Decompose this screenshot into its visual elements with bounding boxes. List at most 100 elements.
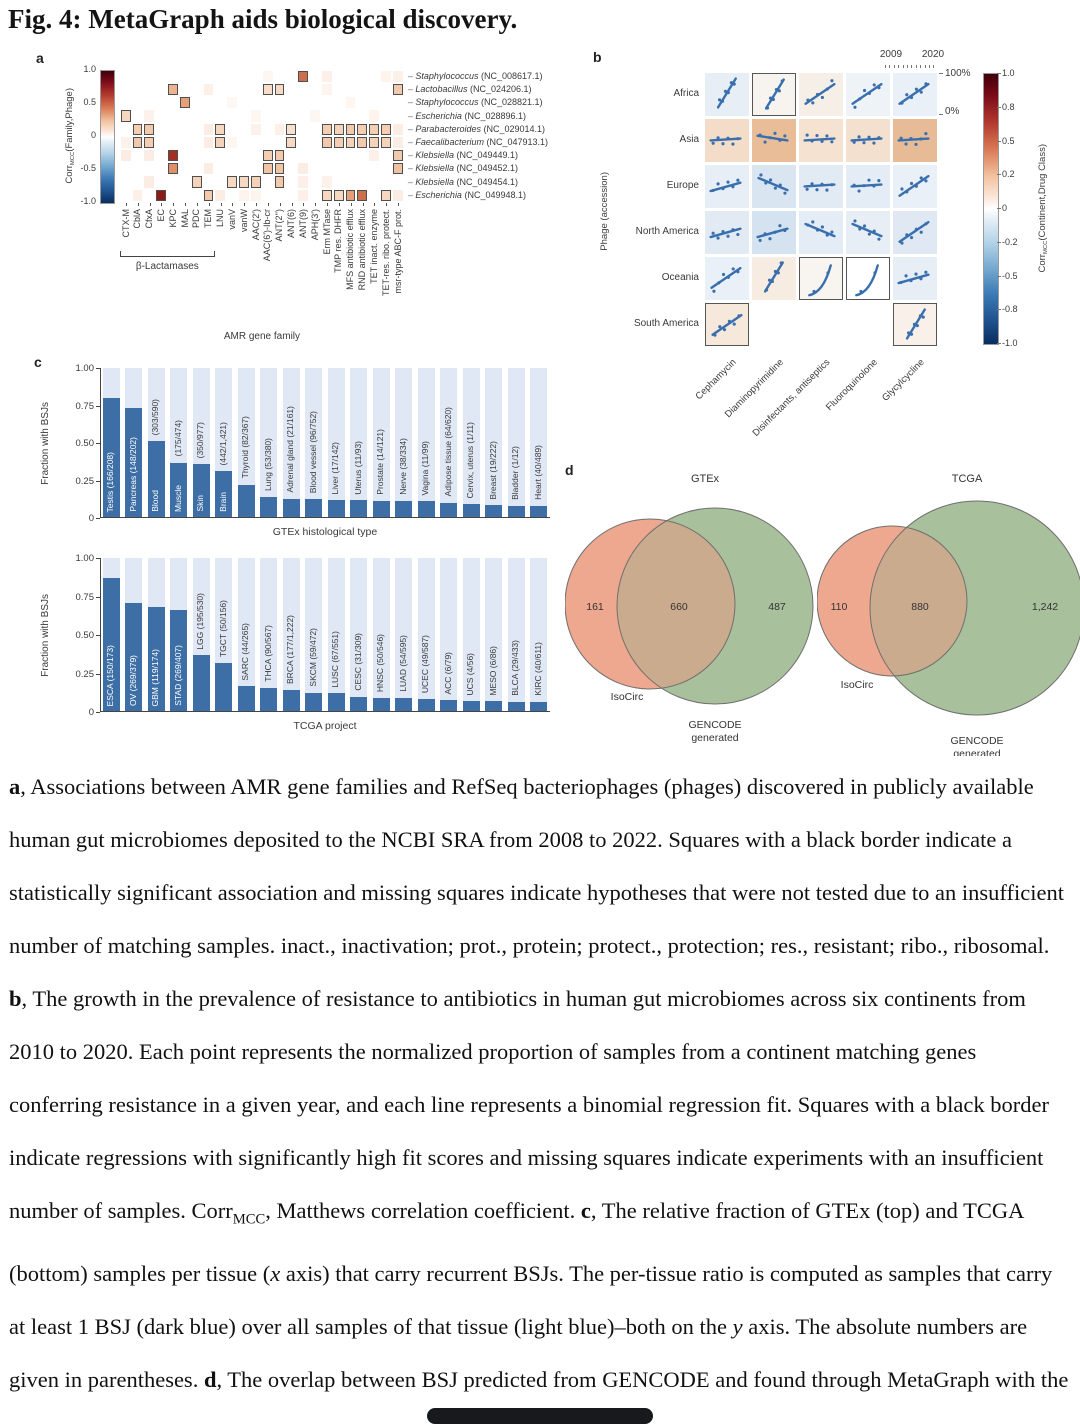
bar-label-outside: Adrenal gland (21/161) (285, 406, 296, 493)
panel-b-regression-grid: b Phage (accession) Africa Asia Europe North … (585, 45, 1080, 439)
mini-plot (846, 73, 890, 116)
bar-background (395, 368, 413, 517)
mini-plot (799, 119, 843, 162)
bar-label-inside: ESCA (150/173) (105, 644, 116, 706)
heatmap-cell-significant (274, 176, 285, 188)
bar (102, 398, 120, 517)
bar-label-outside: Vagina (11/99) (420, 440, 431, 496)
caption-segment: a (9, 774, 21, 799)
mini-plot-significant (846, 257, 890, 300)
year-start-label: 2009 (879, 49, 903, 60)
venn-right-label: generated (691, 732, 738, 744)
continent-label: Oceania (661, 272, 699, 283)
bar (215, 471, 233, 517)
bar (170, 610, 188, 711)
heatmap-cell-significant (250, 176, 261, 188)
heatmap-cell (250, 123, 261, 135)
bar (215, 662, 233, 711)
heatmap-cell-significant (120, 110, 131, 122)
bar-background (530, 558, 548, 711)
bar-label-outside: Blood vessel (96/752) (307, 410, 318, 493)
bar-background (417, 368, 435, 517)
bar-label-outside: (175/474) (172, 420, 183, 457)
x-tick (220, 203, 222, 206)
pct-bottom-tick (939, 114, 943, 115)
y-tick-label: 1.00 (75, 553, 95, 564)
y-tick-label: 0.75 (75, 400, 95, 412)
bar-background (507, 558, 525, 711)
venn-title: TCGA (952, 473, 983, 485)
heatmap-cell (203, 136, 214, 148)
heatmap-cell-significant (262, 84, 273, 96)
heatmap-cell-significant (215, 123, 226, 135)
panel-b-colorbar-tick-mark (997, 275, 1001, 277)
gene-family-tick-label: TET-res. ribo. protect. (380, 209, 391, 297)
y-tick-label: 0.50 (75, 438, 95, 449)
x-tick (291, 203, 293, 206)
y-tick-mark (96, 673, 100, 675)
bar-label-outside: Uterus (11/93) (352, 440, 363, 495)
y-tick-label: 0.75 (75, 591, 95, 603)
heatmap-cell-significant (191, 176, 202, 188)
regression-plot (757, 173, 789, 195)
heatmap-cell-significant (321, 136, 332, 148)
heatmap-cell (250, 110, 261, 122)
regression-plot (898, 220, 930, 245)
heatmap-cell (310, 110, 320, 122)
bar (237, 686, 255, 711)
panel-c-bar-charts: c 1.00 0.75 0.50 0.25 0 Fraction with BSJs Test… (28, 350, 558, 750)
panel-a-colorbar-tick: 0 (90, 130, 96, 140)
regression-plot (804, 220, 836, 238)
regression-plot (756, 131, 789, 144)
mini-plot (893, 257, 937, 300)
panel-a-x-axis-title: AMR gene family (223, 331, 301, 342)
bar-label-outside: Adipose tissue (64/620) (442, 407, 453, 497)
panel-b-colorbar-tick-mark (997, 208, 1001, 209)
panel-b-colorbar-tick-mark (997, 343, 1001, 344)
panel-b-y-axis-label: Phage (accession) (599, 171, 610, 251)
bar-background (530, 368, 548, 517)
panel-d-label: d (565, 462, 574, 478)
bar-background (485, 368, 503, 517)
heatmap-cell-significant (357, 123, 368, 135)
year-end-label: 2020 (921, 49, 945, 60)
bar-label-outside: Thyroid (82/367) (240, 416, 251, 479)
bar (507, 701, 525, 711)
bar-label-outside: MESO (6/86) (487, 645, 498, 696)
bar-label-inside: OV (269/379) (127, 654, 138, 706)
bar-label-outside: Cervix, uterus (1/11) (465, 421, 476, 499)
bar-label-outside: LUAD (54/595) (397, 635, 408, 692)
bar (440, 700, 458, 711)
pct-top-label: 100% (945, 68, 971, 79)
bar-background (440, 558, 458, 711)
mini-plot (799, 211, 843, 254)
x-tick (232, 203, 234, 206)
bar-label-outside: Heart (40/489) (532, 444, 543, 500)
caption-segment: , Matthews correlation coefficient. (265, 1198, 581, 1223)
panel-b-colorbar-tick: -0.5 (1002, 270, 1018, 281)
bar-background (260, 368, 278, 517)
bar-label-inside: Testis (166/208) (105, 451, 116, 512)
panel-b-colorbar-tick: -0.8 (1002, 304, 1018, 315)
bar-label-outside: HNSC (50/546) (375, 633, 386, 692)
mini-plot-significant (893, 303, 937, 346)
mini-plot-significant (705, 303, 749, 346)
pct-top-tick (939, 73, 943, 74)
heatmap-cell-significant (381, 189, 391, 201)
heatmap-cell-significant (333, 123, 344, 135)
panel-a-colorbar-tick: -1.0 (80, 196, 96, 206)
bar-background (462, 558, 480, 711)
drug-class-label: Fluoroquinolone (823, 357, 880, 413)
bar-label-outside: LUSC (67/551) (330, 630, 341, 688)
venn-right-label: generated (953, 748, 1000, 756)
phage-label: – Parabacteroides (NC_029014.1) (407, 123, 546, 134)
bar-background (282, 368, 300, 517)
heatmap-cell-significant (239, 176, 249, 188)
bar (237, 484, 255, 517)
regression-plot (897, 270, 930, 285)
gene-family-tick-label: APH(3') (309, 209, 320, 241)
y-tick-mark (96, 635, 100, 636)
bar-label-outside: LGG (195/530) (195, 592, 206, 650)
mini-plot (799, 165, 843, 208)
bar (417, 699, 435, 711)
